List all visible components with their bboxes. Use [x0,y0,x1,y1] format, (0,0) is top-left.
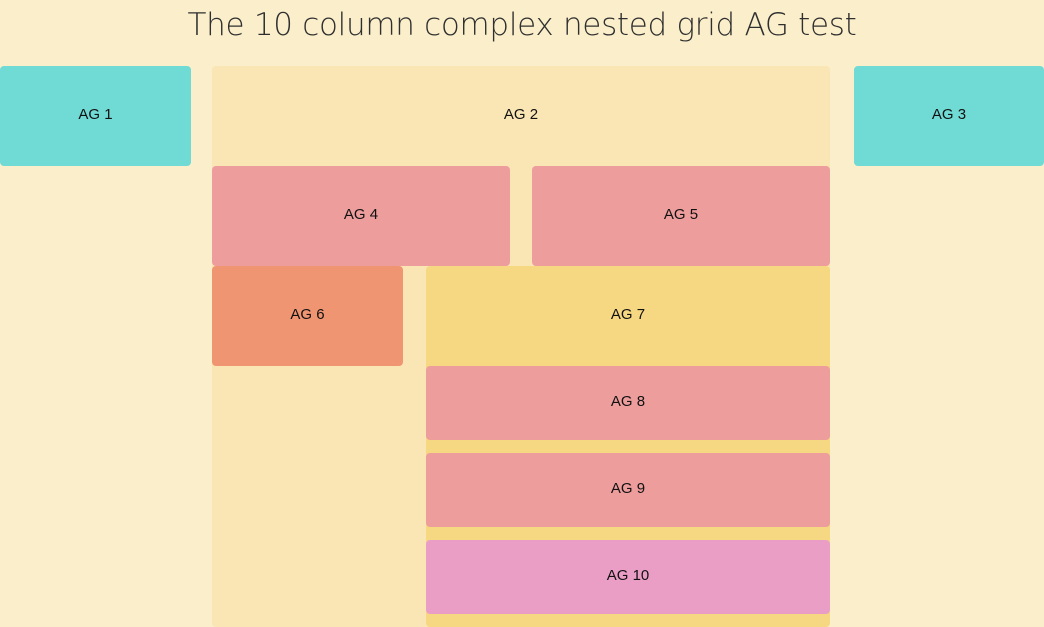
grid-cell-ag9: AG 9 [426,453,830,527]
grid-cell-label: AG 5 [663,206,699,223]
grid-cell-label: AG 3 [931,106,967,123]
grid-cell-ag10: AG 10 [426,540,830,614]
grid-cell-label: AG 10 [606,567,650,584]
grid-cell-ag5: AG 5 [532,166,830,266]
grid-cell-ag6: AG 6 [212,266,403,366]
page-title: The 10 column complex nested grid AG tes… [187,7,857,43]
grid-cell-label: AG 8 [610,393,646,410]
grid-cell-ag4: AG 4 [212,166,510,266]
grid-cell-ag8: AG 8 [426,366,830,440]
grid-cell-ag3: AG 3 [854,66,1044,166]
grid-cell-label: AG 2 [503,106,539,123]
grid-cell-label: AG 1 [78,106,113,123]
grid-cell-label: AG 9 [610,480,646,497]
grid-cell-ag1: AG 1 [0,66,191,166]
grid-cell-label: AG 7 [610,306,646,323]
grid-cell-label: AG 6 [290,306,325,323]
grid-cell-label: AG 4 [343,206,379,223]
